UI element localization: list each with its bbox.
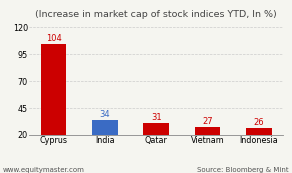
- Bar: [195, 127, 220, 135]
- Text: Source: Bloomberg & Mint: Source: Bloomberg & Mint: [197, 167, 289, 173]
- Text: www.equitymaster.com: www.equitymaster.com: [3, 167, 85, 173]
- Text: 27: 27: [202, 117, 213, 126]
- Bar: [143, 123, 169, 135]
- Text: 34: 34: [100, 110, 110, 119]
- Bar: [41, 44, 66, 135]
- Bar: [246, 129, 272, 135]
- Text: 31: 31: [151, 113, 161, 122]
- Title: (Increase in market cap of stock indices YTD, In %): (Increase in market cap of stock indices…: [35, 10, 277, 19]
- Bar: [92, 120, 118, 135]
- Text: 104: 104: [46, 34, 61, 43]
- Text: 26: 26: [253, 118, 264, 127]
